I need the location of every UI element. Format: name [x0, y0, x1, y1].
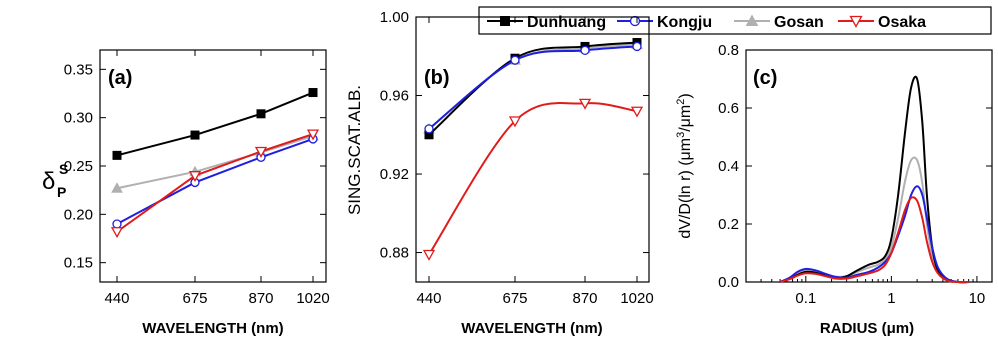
y-tick-label: 0.15: [64, 255, 93, 272]
y-axis-label-post: ): [677, 93, 694, 98]
y-axis-label: δ S P: [42, 161, 68, 200]
y-tick-label: 0.2: [718, 216, 739, 233]
legend-marker: [849, 15, 863, 28]
y-tick-label: 0.20: [64, 206, 93, 223]
size-distribution-osaka: [779, 196, 969, 284]
x-tick-label: 1: [887, 290, 895, 307]
y-tick-label: 0.6: [718, 100, 739, 117]
legend-label: Dunhuang: [527, 14, 606, 31]
y-tick-label: 1.00: [380, 9, 409, 26]
series-line-dunhuang: [116, 91, 314, 157]
y-tick-label: 0.25: [64, 158, 93, 175]
panel-b-label: (b): [424, 67, 450, 89]
x-tick-label: 870: [248, 290, 273, 307]
data-point-osaka: [110, 227, 124, 239]
legend-marker: [629, 15, 641, 27]
y-axis-label-sup2: 2: [675, 99, 687, 105]
panel-c-label: (c): [753, 67, 777, 89]
y-axis-label-sub: P: [57, 184, 66, 200]
y-axis-label-mid: /μm: [677, 105, 694, 132]
legend-label: Gosan: [774, 14, 824, 31]
data-point-kongju: [632, 41, 642, 52]
size-distribution-kongju: [779, 185, 969, 284]
data-point-dunhuang: [256, 109, 266, 119]
y-axis-label-sup: S: [59, 161, 68, 177]
data-point-dunhuang: [112, 150, 122, 160]
data-point-dunhuang: [308, 88, 318, 98]
panel-b: (b) SING.SCAT.ALB. WAVELENGTH (nm) 440 67…: [345, 9, 654, 337]
data-point-osaka: [578, 98, 592, 110]
y-tick-label: 0.92: [380, 166, 409, 183]
x-axis-label: WAVELENGTH (nm): [142, 320, 283, 337]
data-point-osaka: [630, 106, 644, 118]
x-tick-label: 675: [182, 290, 207, 307]
series-line-osaka: [116, 133, 314, 233]
series-line-kongju: [428, 45, 638, 130]
x-tick-label: 0.1: [795, 290, 816, 307]
series-line-gosan: [116, 135, 314, 190]
data-point-osaka: [422, 249, 436, 261]
data-point-osaka: [508, 116, 522, 128]
y-tick-label: 0.0: [718, 274, 739, 291]
series-line-dunhuang: [428, 41, 638, 136]
panel-a-label: (a): [108, 67, 132, 89]
y-axis-label: SING.SCAT.ALB.: [345, 85, 364, 215]
x-tick-label: 675: [502, 290, 527, 307]
y-axis-label-sup1: 3: [675, 132, 687, 138]
series-line-osaka: [428, 102, 638, 256]
x-axis-label: WAVELENGTH (nm): [461, 320, 602, 337]
x-tick-label: 870: [572, 290, 597, 307]
legend-marker: [745, 14, 759, 26]
series-line-gosan: [428, 43, 638, 130]
x-tick-label: 1020: [620, 290, 653, 307]
panel-a: (a) δ S P WAVELENGTH (nm) 440 675 870 1020 0…: [42, 49, 330, 337]
x-tick-label: 1020: [296, 290, 329, 307]
x-tick-label: 440: [104, 290, 129, 307]
legend: Dunhuang Kongju Gosan Osaka: [478, 6, 992, 35]
y-axis-label-main: δ: [42, 168, 55, 195]
x-tick-label: 440: [416, 290, 441, 307]
data-point-osaka: [254, 146, 268, 158]
data-point-kongju: [580, 45, 590, 56]
data-point-osaka: [188, 171, 202, 183]
y-axis-label-pre: dV/D(ln r) (μm: [677, 138, 694, 239]
data-point-gosan: [111, 182, 123, 193]
data-point-kongju: [510, 55, 520, 65]
y-tick-label: 0.35: [64, 61, 93, 78]
y-tick-label: 0.4: [718, 158, 739, 175]
x-axis-label: RADIUS (μm): [820, 320, 914, 337]
data-point-dunhuang: [190, 130, 200, 140]
data-point-kongju: [424, 124, 434, 134]
y-tick-label: 0.96: [380, 88, 409, 105]
data-point-osaka: [306, 129, 320, 141]
size-distribution-dunhuang: [779, 75, 969, 284]
legend-label: Osaka: [878, 14, 926, 31]
y-tick-label: 0.8: [718, 42, 739, 59]
panel-c-frame: [745, 49, 993, 283]
legend-marker: [500, 16, 510, 26]
y-axis-label: dV/D(ln r) (μm3/μm2): [675, 93, 694, 238]
panel-b-frame: [415, 16, 650, 283]
panel-c: (c) dV/D(ln r) (μm3/μm2) RADIUS (μm) 0.1…: [675, 42, 993, 337]
y-tick-label: 0.30: [64, 110, 93, 127]
data-point-kongju: [112, 219, 122, 229]
legend-label: Kongju: [657, 14, 712, 31]
y-tick-label: 0.88: [380, 245, 409, 262]
x-tick-label: 10: [969, 290, 986, 307]
